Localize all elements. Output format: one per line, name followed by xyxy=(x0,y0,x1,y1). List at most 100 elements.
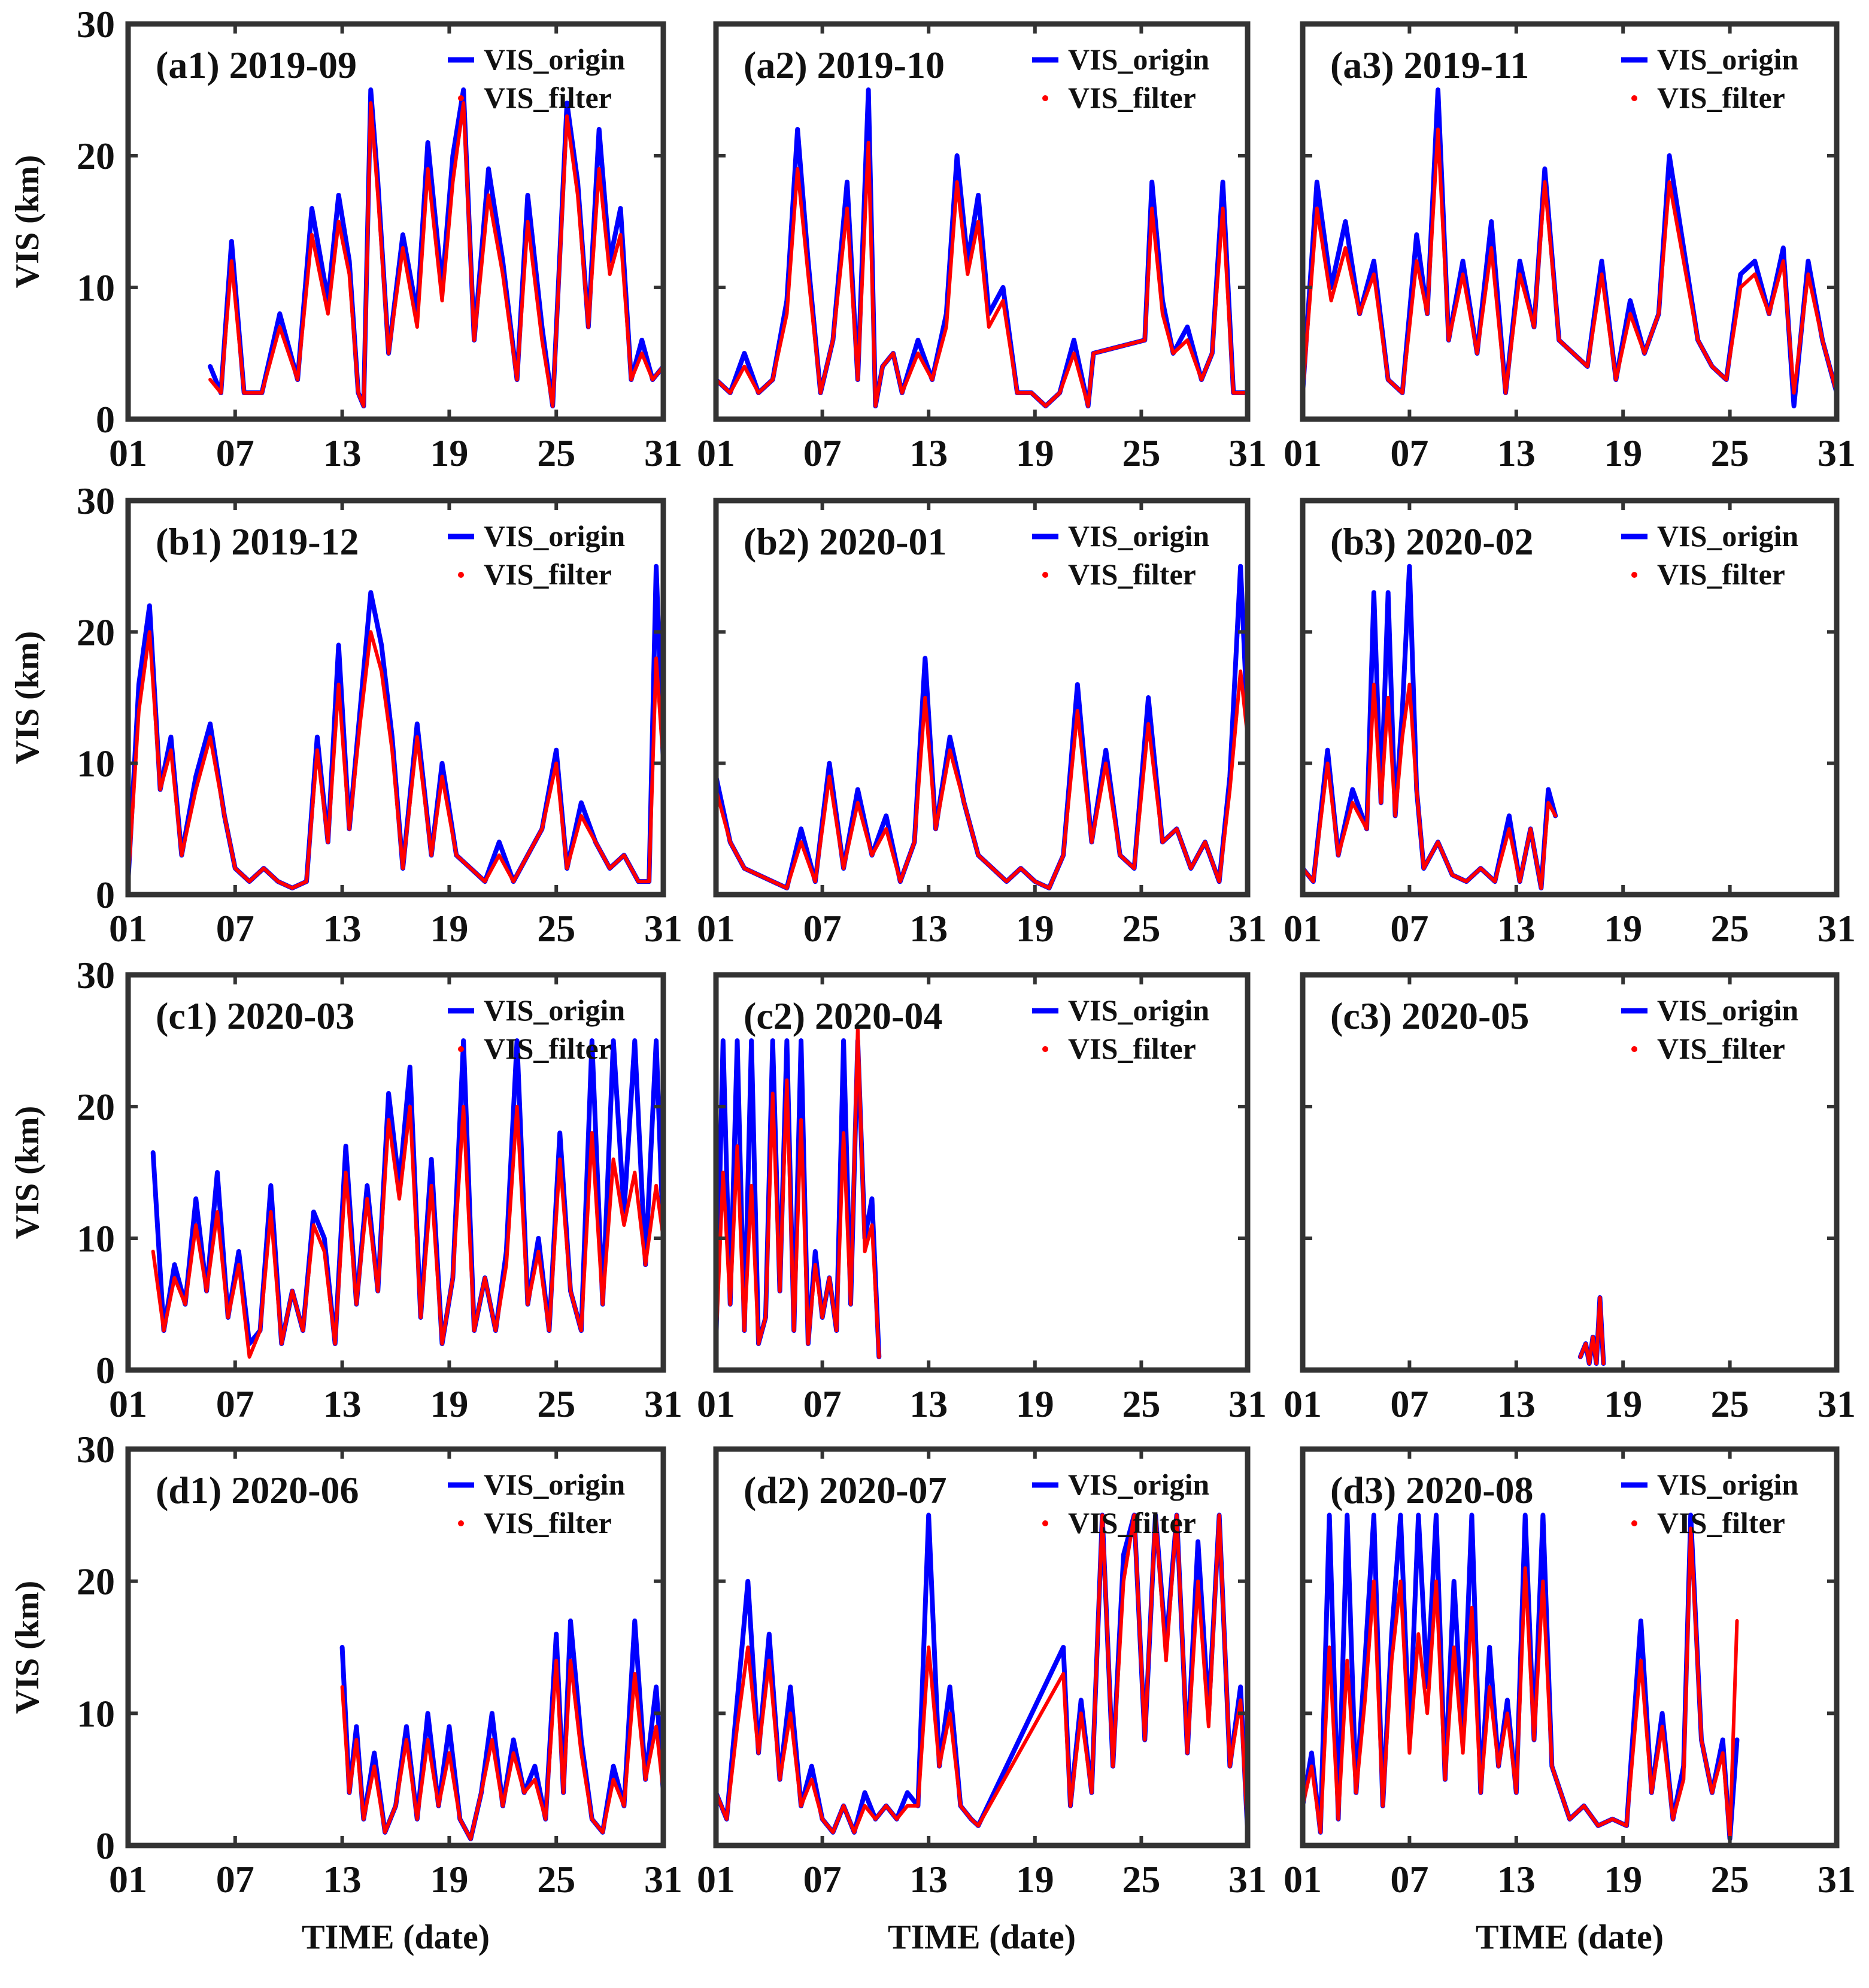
x-tick-label: 07 xyxy=(216,1383,254,1425)
x-tick-label: 19 xyxy=(430,1383,468,1425)
x-tick-label: 31 xyxy=(644,1858,682,1901)
chart-panel-7 xyxy=(125,972,666,1373)
x-tick-label: 25 xyxy=(1122,1383,1160,1425)
panel-title: (a1) 2019-09 xyxy=(156,44,357,86)
axes-frame xyxy=(713,1446,1251,1848)
axes-frame xyxy=(125,21,666,422)
legend-label-vis-origin: VIS_origin xyxy=(1068,993,1209,1027)
legend-swatch-vis-filter xyxy=(458,1520,464,1526)
legend-label-vis-filter: VIS_filter xyxy=(484,81,612,114)
legend-label-vis-origin: VIS_origin xyxy=(1068,43,1209,76)
x-tick-label: 13 xyxy=(323,1858,362,1901)
panel-title: (d3) 2020-08 xyxy=(1330,1469,1534,1511)
legend-label-vis-filter: VIS_filter xyxy=(484,1032,612,1065)
y-tick-label: 0 xyxy=(96,1349,115,1392)
legend-label-vis-origin: VIS_origin xyxy=(1657,519,1798,553)
x-tick-label: 25 xyxy=(1711,907,1749,950)
x-axis-label: TIME (date) xyxy=(888,1917,1076,1956)
chart-panel-1 xyxy=(125,21,666,422)
chart-panel-3 xyxy=(1300,21,1840,422)
x-tick-label: 19 xyxy=(430,907,468,950)
panel-title: (a2) 2019-10 xyxy=(744,44,945,86)
x-tick-label: 07 xyxy=(803,1858,842,1901)
y-tick-label: 30 xyxy=(77,3,115,46)
x-tick-label: 07 xyxy=(216,1858,254,1901)
x-tick-label: 01 xyxy=(1284,1858,1322,1901)
y-axis-label: VIS (km) xyxy=(9,631,46,764)
y-tick-label: 30 xyxy=(77,480,115,522)
x-tick-label: 01 xyxy=(1284,432,1322,474)
series-line-vis-filter xyxy=(208,101,665,408)
series-line-vis-filter xyxy=(126,630,665,890)
x-tick-label: 07 xyxy=(216,432,254,474)
chart-panel-5 xyxy=(713,498,1251,898)
y-tick-label: 30 xyxy=(77,1428,115,1471)
x-tick-label: 13 xyxy=(1497,907,1536,950)
y-tick-label: 10 xyxy=(77,1217,115,1260)
x-axis-label: TIME (date) xyxy=(1476,1917,1664,1956)
legend-label-vis-origin: VIS_origin xyxy=(484,1468,625,1501)
x-tick-label: 13 xyxy=(323,907,362,950)
legend-label-vis-filter: VIS_filter xyxy=(1657,557,1785,591)
legend-label-vis-filter: VIS_filter xyxy=(1068,557,1196,591)
x-tick-label: 19 xyxy=(1016,1858,1054,1901)
x-axis-label: TIME (date) xyxy=(302,1917,490,1956)
series-line-vis-origin xyxy=(1300,87,1839,408)
x-tick-label: 07 xyxy=(803,432,842,474)
x-tick-label: 13 xyxy=(323,1383,362,1425)
x-tick-label: 25 xyxy=(537,432,575,474)
x-tick-label: 19 xyxy=(430,432,468,474)
x-tick-label: 19 xyxy=(1604,1383,1642,1425)
x-tick-label: 07 xyxy=(803,907,842,950)
panel-title: (d1) 2020-06 xyxy=(156,1469,359,1511)
panel-title: (a3) 2019-11 xyxy=(1330,44,1529,86)
y-tick-label: 30 xyxy=(77,954,115,996)
legend-label-vis-origin: VIS_origin xyxy=(484,43,625,76)
series-line-vis-filter xyxy=(714,141,1249,408)
x-tick-label: 13 xyxy=(1497,1858,1536,1901)
x-tick-label: 13 xyxy=(323,432,362,474)
x-tick-label: 01 xyxy=(109,907,147,950)
x-tick-label: 13 xyxy=(909,432,948,474)
legend-label-vis-origin: VIS_origin xyxy=(1657,1468,1798,1501)
x-tick-label: 19 xyxy=(1604,432,1642,474)
x-tick-label: 25 xyxy=(1711,1383,1749,1425)
panel-title: (b3) 2020-02 xyxy=(1330,520,1534,563)
y-tick-label: 0 xyxy=(96,398,115,441)
x-tick-label: 19 xyxy=(1604,1858,1642,1901)
x-tick-label: 31 xyxy=(1818,432,1856,474)
legend-label-vis-origin: VIS_origin xyxy=(484,519,625,553)
x-tick-label: 31 xyxy=(1818,1383,1856,1425)
legend-label-vis-filter: VIS_filter xyxy=(1068,1506,1196,1540)
x-tick-label: 01 xyxy=(697,432,735,474)
x-tick-label: 01 xyxy=(697,1383,735,1425)
legend-swatch-vis-filter xyxy=(1631,572,1637,578)
x-tick-label: 01 xyxy=(697,1858,735,1901)
legend-label-vis-filter: VIS_filter xyxy=(1657,1506,1785,1540)
x-tick-label: 19 xyxy=(430,1858,468,1901)
panel-title: (c3) 2020-05 xyxy=(1330,995,1529,1037)
y-tick-label: 10 xyxy=(77,743,115,785)
axes-frame xyxy=(713,498,1251,898)
x-tick-label: 13 xyxy=(1497,432,1536,474)
x-tick-label: 31 xyxy=(644,1383,682,1425)
x-tick-label: 31 xyxy=(1228,907,1267,950)
panel-title: (c2) 2020-04 xyxy=(744,995,942,1037)
axes-frame xyxy=(125,1446,666,1848)
y-tick-label: 20 xyxy=(77,135,115,177)
legend-swatch-vis-filter xyxy=(458,1046,464,1052)
x-tick-label: 25 xyxy=(537,1383,575,1425)
panel-title: (b2) 2020-01 xyxy=(744,520,947,563)
chart-panel-10 xyxy=(125,1446,666,1848)
legend-label-vis-filter: VIS_filter xyxy=(1068,81,1196,114)
legend-swatch-vis-filter xyxy=(458,572,464,578)
y-tick-label: 20 xyxy=(77,1560,115,1603)
chart-panel-11 xyxy=(713,1446,1251,1848)
chart-panel-8 xyxy=(713,972,1251,1373)
x-tick-label: 01 xyxy=(109,1383,147,1425)
legend-swatch-vis-filter xyxy=(1631,95,1637,101)
x-tick-label: 25 xyxy=(1711,432,1749,474)
series-line-vis-filter xyxy=(1301,1526,1739,1841)
series-line-vis-filter xyxy=(151,1105,665,1359)
